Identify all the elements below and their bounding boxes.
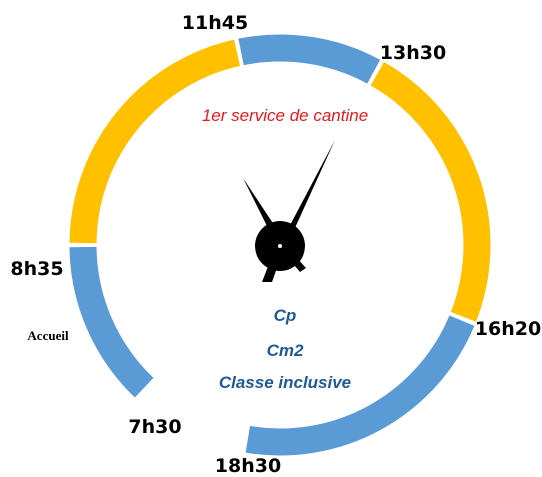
accueil-label: Accueil: [27, 328, 69, 343]
time-label: 8h35: [10, 258, 63, 280]
class-label: Classe inclusive: [219, 373, 351, 392]
time-segment: [370, 61, 491, 322]
clock-pin: [278, 244, 282, 248]
time-segment: [69, 39, 241, 244]
time-segment: [238, 34, 381, 84]
time-label: 13h30: [380, 42, 446, 64]
time-segment: [69, 246, 154, 398]
class-label: Cm2: [267, 341, 304, 360]
canteen-label: 1er service de cantine: [202, 106, 368, 125]
time-label: 11h45: [182, 12, 248, 34]
clock-hands: [243, 140, 335, 282]
time-label: 7h30: [128, 416, 181, 438]
time-segment: [245, 315, 475, 456]
class-label: Cp: [274, 306, 297, 325]
ring: [69, 34, 491, 456]
time-label: 16h20: [475, 318, 541, 340]
minute-hand: [278, 140, 335, 252]
time-label: 18h30: [215, 455, 281, 477]
